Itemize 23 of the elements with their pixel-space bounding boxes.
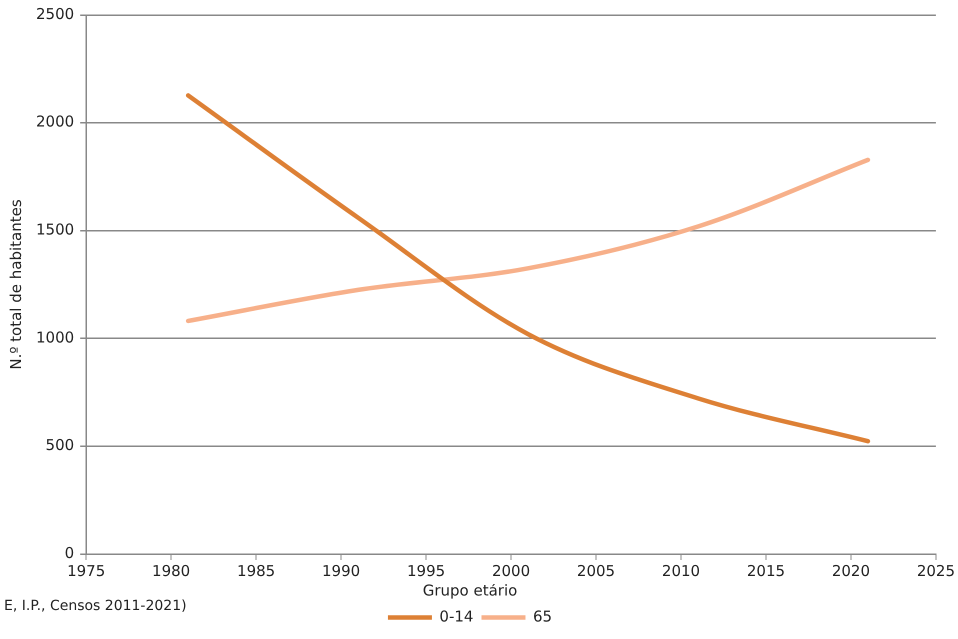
y-tick-label: 1500 (36, 220, 74, 238)
y-tick-label: 2500 (36, 4, 74, 23)
line-series (186, 158, 870, 324)
line-series (186, 93, 870, 444)
x-tick-label: 2015 (746, 562, 786, 580)
y-tick-label: 0 (64, 544, 74, 562)
x-tick-label: 2020 (832, 562, 870, 580)
x-tick-label: 1985 (237, 562, 276, 580)
y-tick-label: 1000 (36, 328, 74, 346)
x-tick-label: 2005 (576, 562, 616, 580)
text: E, I.P., Censos 2011-2021) (4, 598, 187, 614)
x-tick-label: 2025 (916, 562, 956, 580)
legend-label: 65 (532, 607, 552, 626)
x-tick-label: 2010 (662, 562, 700, 580)
x-tick-label: 2000 (492, 562, 530, 580)
x-tick-label: 1990 (322, 562, 360, 580)
y-axis-title: N.º total de habitantes (6, 199, 25, 370)
y-tick-label: 2000 (36, 112, 74, 131)
x-tick-label: 1975 (67, 562, 106, 580)
x-tick-label: 1980 (152, 562, 190, 580)
y-tick-label: 500 (46, 436, 74, 454)
legend-label: 0-14 (439, 607, 474, 626)
x-tick-label: 1995 (406, 562, 446, 580)
